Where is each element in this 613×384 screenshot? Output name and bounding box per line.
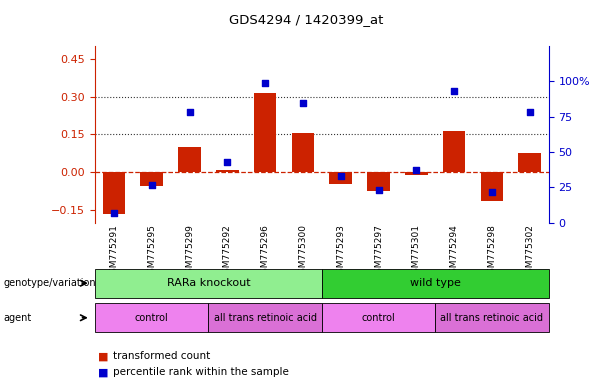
Bar — [292, 133, 314, 172]
Text: GDS4294 / 1420399_at: GDS4294 / 1420399_at — [229, 13, 384, 26]
Bar — [367, 172, 390, 191]
Bar — [481, 172, 503, 201]
Text: control: control — [362, 313, 395, 323]
Point — [336, 173, 346, 179]
Text: control: control — [135, 313, 169, 323]
Text: RARa knockout: RARa knockout — [167, 278, 250, 288]
Text: all trans retinoic acid: all trans retinoic acid — [213, 313, 317, 323]
Bar — [405, 172, 428, 175]
Bar — [178, 147, 201, 172]
Point — [411, 167, 421, 174]
Bar — [329, 172, 352, 184]
Point — [147, 182, 156, 188]
Bar — [140, 172, 163, 186]
Point — [109, 210, 119, 216]
Bar — [443, 131, 465, 172]
Text: ■: ■ — [98, 351, 109, 361]
Text: all trans retinoic acid: all trans retinoic acid — [440, 313, 544, 323]
Text: transformed count: transformed count — [113, 351, 211, 361]
Text: ■: ■ — [98, 367, 109, 377]
Text: genotype/variation: genotype/variation — [3, 278, 96, 288]
Bar — [519, 153, 541, 172]
Text: percentile rank within the sample: percentile rank within the sample — [113, 367, 289, 377]
Point — [525, 109, 535, 116]
Point — [373, 187, 384, 193]
Bar — [254, 93, 276, 172]
Point — [185, 109, 194, 116]
Text: wild type: wild type — [410, 278, 460, 288]
Point — [487, 189, 497, 195]
Point — [449, 88, 459, 94]
Point — [223, 159, 232, 165]
Bar — [102, 172, 125, 214]
Point — [298, 99, 308, 106]
Bar — [216, 170, 238, 172]
Text: agent: agent — [3, 313, 31, 323]
Point — [260, 80, 270, 86]
